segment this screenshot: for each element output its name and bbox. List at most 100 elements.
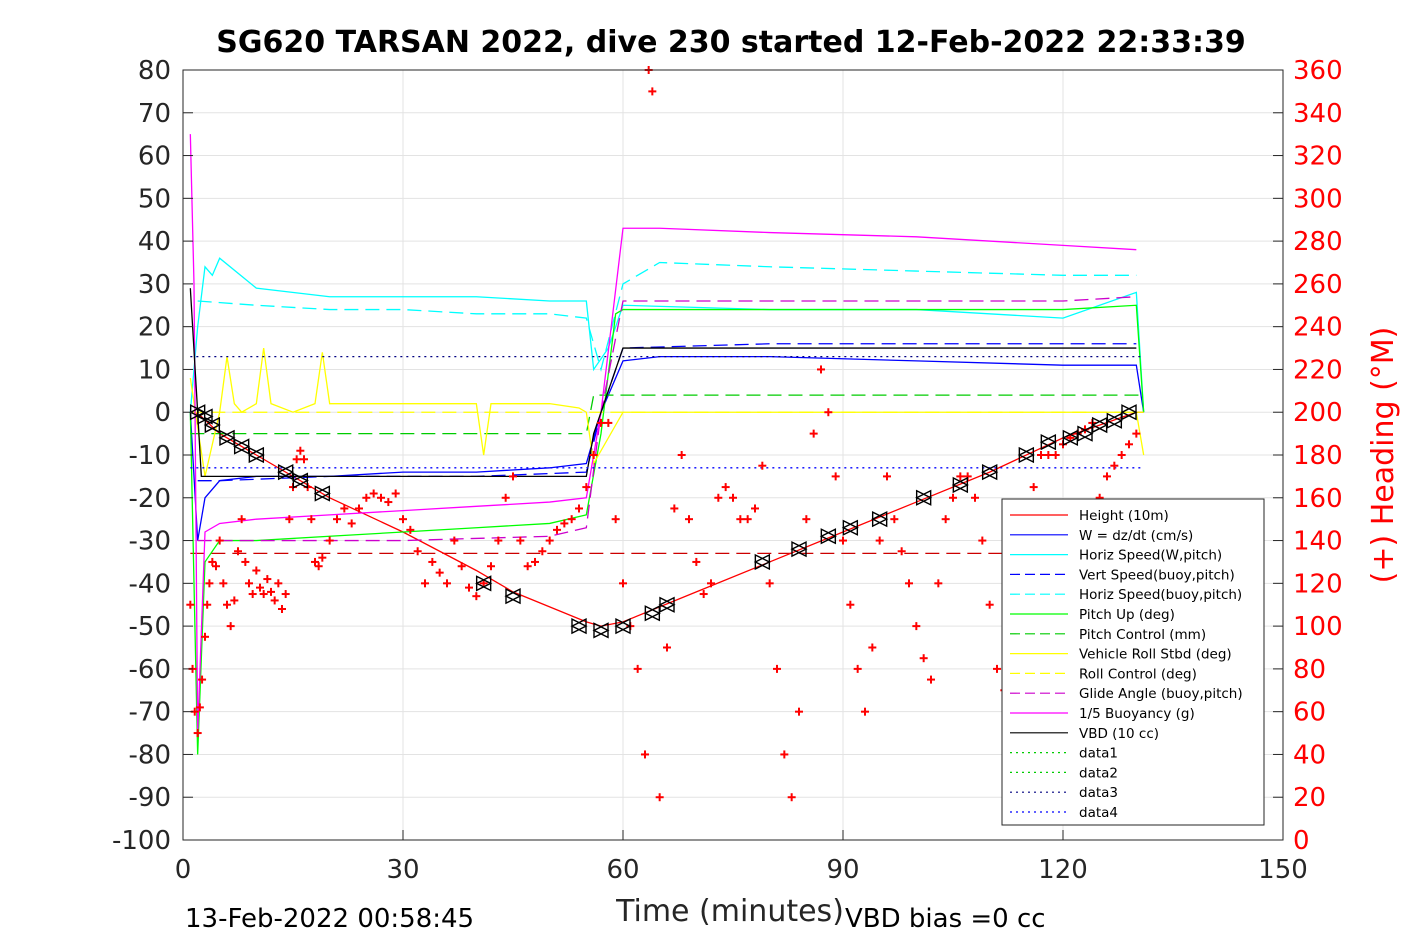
y-left-tick-label: 30 [138,270,171,300]
legend-entry: VBD (10 cc) [1010,726,1159,742]
x-tick-label: 60 [606,855,639,885]
series-line-1 [189,355,1145,541]
heading-point [736,515,745,524]
y-left-tick-label: 40 [138,227,171,257]
y-left-tick-label: -20 [129,484,171,514]
heading-point [270,596,279,605]
heading-point [912,622,921,631]
heading-point [560,519,569,528]
heading-point [248,590,257,599]
dive-marker [218,429,236,447]
y-left-tick-label: -80 [129,740,171,770]
heading-point [758,461,767,470]
heading-point [267,587,275,596]
legend-entry: Pitch Control (mm) [1010,627,1206,643]
heading-point [743,515,752,524]
heading-point [435,568,444,577]
heading-point [501,493,510,502]
legend-label: VBD (10 cc) [1079,726,1159,742]
heading-point [839,536,847,545]
heading-point [318,553,327,562]
heading-point [553,525,561,534]
legend-entry: Vehicle Roll Stbd (deg) [1010,647,1232,663]
y-right-tick-label: 280 [1293,227,1343,257]
y-right-tick-label: 300 [1293,184,1343,214]
heading-point [934,579,943,588]
dive-marker [504,588,522,605]
x-tick-label: 30 [386,855,419,885]
heading-point [198,675,207,684]
y-left-tick-label: 20 [138,313,171,343]
legend-entry: Height (10m) [1010,508,1169,524]
heading-point [516,536,525,545]
footer-vbd-bias: VBD bias =0 cc [845,904,1046,934]
dive-marker [1105,412,1123,429]
dive-marker [1076,425,1094,442]
legend-label: Pitch Control (mm) [1079,627,1206,643]
heading-point [285,515,294,524]
dive-marker [1120,404,1138,421]
heading-point [655,793,664,802]
heading-point [985,600,994,609]
dive-marker [819,528,837,545]
heading-point [663,643,671,652]
heading-point [292,455,301,464]
legend-entry: Pitch Up (deg) [1010,607,1175,623]
heading-point [219,579,228,588]
heading-point [479,579,488,588]
heading-point [883,472,891,481]
heading-point [751,504,759,513]
dive-markers-layer [189,404,1138,639]
legend-entry: Horiz Speed(W,pitch) [1010,548,1222,564]
dive-marker [291,472,309,489]
dive-marker [203,416,221,434]
heading-point [787,793,796,802]
heading-point [234,547,242,556]
heading-point [523,562,532,571]
legend-entry: data4 [1010,805,1118,821]
y-right-tick-label: 80 [1293,655,1326,685]
legend-entry: data2 [1010,765,1118,781]
dive-marker [1039,434,1057,451]
heading-point [237,515,246,524]
series-line-10 [189,134,1137,734]
heading-point [314,562,323,571]
legend-entry: data1 [1010,746,1118,762]
heading-point [978,536,987,545]
heading-point [208,557,217,566]
heading-point [355,504,363,513]
heading-point [340,504,349,513]
heading-point [597,418,605,427]
heading-point [809,429,818,438]
y-left-tick-label: 50 [138,184,171,214]
legend-entry: 1/5 Buoyancy (g) [1010,706,1195,722]
heading-point [195,703,204,712]
heading-point [311,557,319,566]
dive-marker [277,463,295,481]
heading-point [619,579,627,588]
legend-label: Vert Speed(buoy,pitch) [1079,567,1235,583]
legend-label: data4 [1079,805,1118,821]
legend-entry: Horiz Speed(buoy,pitch) [1010,587,1242,603]
dive-marker [915,489,933,506]
heading-point [611,515,620,524]
dive-marker [658,596,676,613]
y-left-tick-label: -50 [129,612,171,642]
y-right-tick-label: 180 [1293,441,1343,471]
legend-label: data3 [1079,785,1118,801]
heading-point [226,622,235,631]
y-left-tick-label: 10 [138,355,171,385]
heading-point [875,536,884,545]
y-right-tick-label: 220 [1293,355,1343,385]
heading-point [259,590,268,599]
legend-label: Vehicle Roll Stbd (deg) [1079,647,1232,663]
dive-marker [233,438,251,455]
legend: Height (10m) W = dz/dt (cm/s) Horiz Speed(… [1001,498,1265,826]
heading-point [780,750,789,759]
dive-marker [841,519,859,536]
y-left-tick-label: -40 [129,569,171,599]
heading-point [677,451,686,459]
x-axis-label: Time (minutes) [615,894,844,929]
legend-entry: W = dz/dt (cm/s) [1010,528,1193,544]
